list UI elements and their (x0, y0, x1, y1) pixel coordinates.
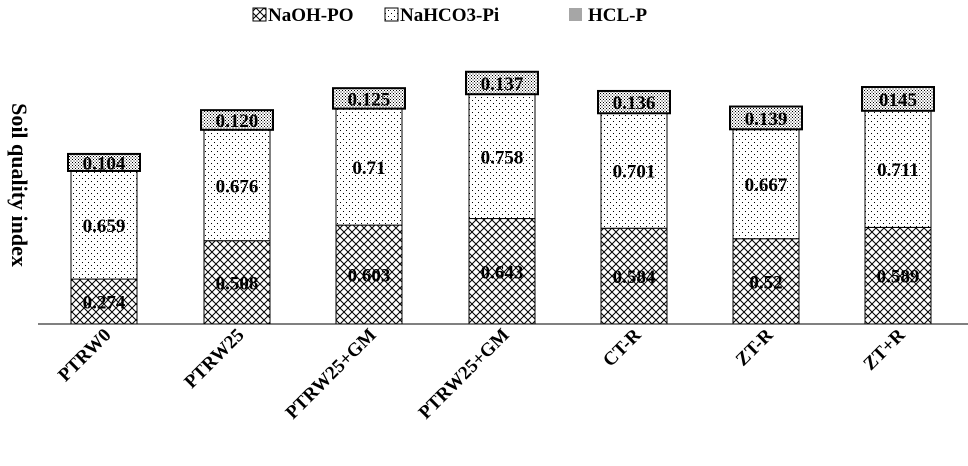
legend-swatch-naoh-po (252, 7, 267, 22)
data-label-hcl-p-6: 0.139 (745, 109, 788, 130)
data-label-nahco3-pi-4: 0.758 (481, 147, 524, 168)
data-label-hcl-p-4: 0.137 (481, 74, 524, 95)
data-label-naoh-po-6: 0.52 (749, 272, 782, 293)
bar-hcl-p-5 (597, 89, 671, 115)
bar-naoh-po-5 (600, 227, 668, 325)
x-tick-labels: PTRW0 PTRW25 PTRW25+GM PTRW25+GM CT-R ZT-R ZT+… (54, 324, 910, 423)
bar-naoh-po-7 (864, 226, 932, 325)
data-label-nahco3-pi-6: 0.667 (745, 175, 788, 196)
bar-naoh-po-6 (732, 238, 800, 325)
bar-nahco3-pi-6 (732, 128, 800, 240)
legend-item-naoh-po: NaOH-PO (252, 5, 354, 26)
y-axis-label: Soil quality index (7, 103, 32, 267)
data-label-nahco3-pi-1: 0.659 (83, 216, 126, 237)
x-tick-label-1: PTRW0 (54, 325, 115, 386)
data-label-naoh-po-2: 0.508 (216, 273, 259, 294)
legend-swatch-nahco3-pi (384, 7, 399, 22)
data-label-nahco3-pi-2: 0.676 (216, 176, 259, 197)
legend-label-nahco3-pi: NaHCO3-Pi (400, 5, 499, 26)
legend-item-hcl-p: HCL-P (569, 5, 648, 26)
bars: 0.274 0.659 0.104 0.508 0.676 0.120 0.603 0.71 0… (67, 70, 935, 325)
bar-nahco3-pi-4 (468, 93, 536, 220)
bar-naoh-po-4 (468, 218, 536, 325)
bar-hcl-p-4 (465, 70, 539, 96)
data-label-naoh-po-1: 0.274 (83, 293, 126, 314)
bar-hcl-p-2 (200, 109, 274, 131)
data-label-hcl-p-1: 0.104 (83, 153, 126, 174)
bar-hcl-p-1 (67, 152, 141, 172)
legend-item-nahco3-pi: NaHCO3-Pi (384, 5, 499, 26)
data-label-hcl-p-7: 0145 (879, 90, 917, 111)
data-label-hcl-p-2: 0.120 (216, 111, 259, 132)
legend-label-hcl-p: HCL-P (588, 5, 648, 26)
data-label-naoh-po-3: 0.603 (348, 266, 391, 287)
bar-nahco3-pi-5 (600, 112, 668, 229)
bar-naoh-po-2 (203, 240, 271, 325)
data-label-nahco3-pi-7: 0.711 (877, 160, 919, 181)
data-label-nahco3-pi-3: 0.71 (352, 158, 385, 179)
data-label-hcl-p-3: 0.125 (348, 89, 391, 110)
x-tick-label-4: PTRW25+GM (415, 325, 514, 424)
bar-nahco3-pi-2 (203, 129, 271, 242)
x-tick-label-6: ZT-R (732, 324, 778, 370)
bar-nahco3-pi-3 (335, 108, 403, 226)
bar-hcl-p-3 (332, 87, 406, 110)
legend-swatch-hcl-p (569, 8, 582, 21)
data-label-naoh-po-4: 0.643 (481, 262, 524, 283)
x-tick-label-3: PTRW25+GM (282, 325, 381, 424)
legend: NaOH-PO NaHCO3-Pi HCL-P (252, 5, 648, 26)
data-label-nahco3-pi-5: 0.701 (613, 162, 656, 183)
bar-nahco3-pi-1 (70, 170, 138, 280)
legend-label-naoh-po: NaOH-PO (268, 5, 354, 26)
bar-nahco3-pi-7 (864, 110, 932, 228)
bar-naoh-po-3 (335, 224, 403, 325)
x-tick-label-7: ZT+R (859, 324, 909, 374)
x-tick-label-5: CT-R (599, 324, 646, 371)
x-tick-label-2: PTRW25 (180, 325, 248, 393)
data-label-naoh-po-7: 0.589 (877, 267, 920, 288)
bar-naoh-po-1 (70, 278, 138, 325)
bar-hcl-p-6 (729, 105, 803, 131)
bar-hcl-p-7 (861, 86, 935, 112)
data-label-naoh-po-5: 0.584 (613, 267, 656, 288)
data-label-hcl-p-5: 0.136 (613, 93, 656, 114)
